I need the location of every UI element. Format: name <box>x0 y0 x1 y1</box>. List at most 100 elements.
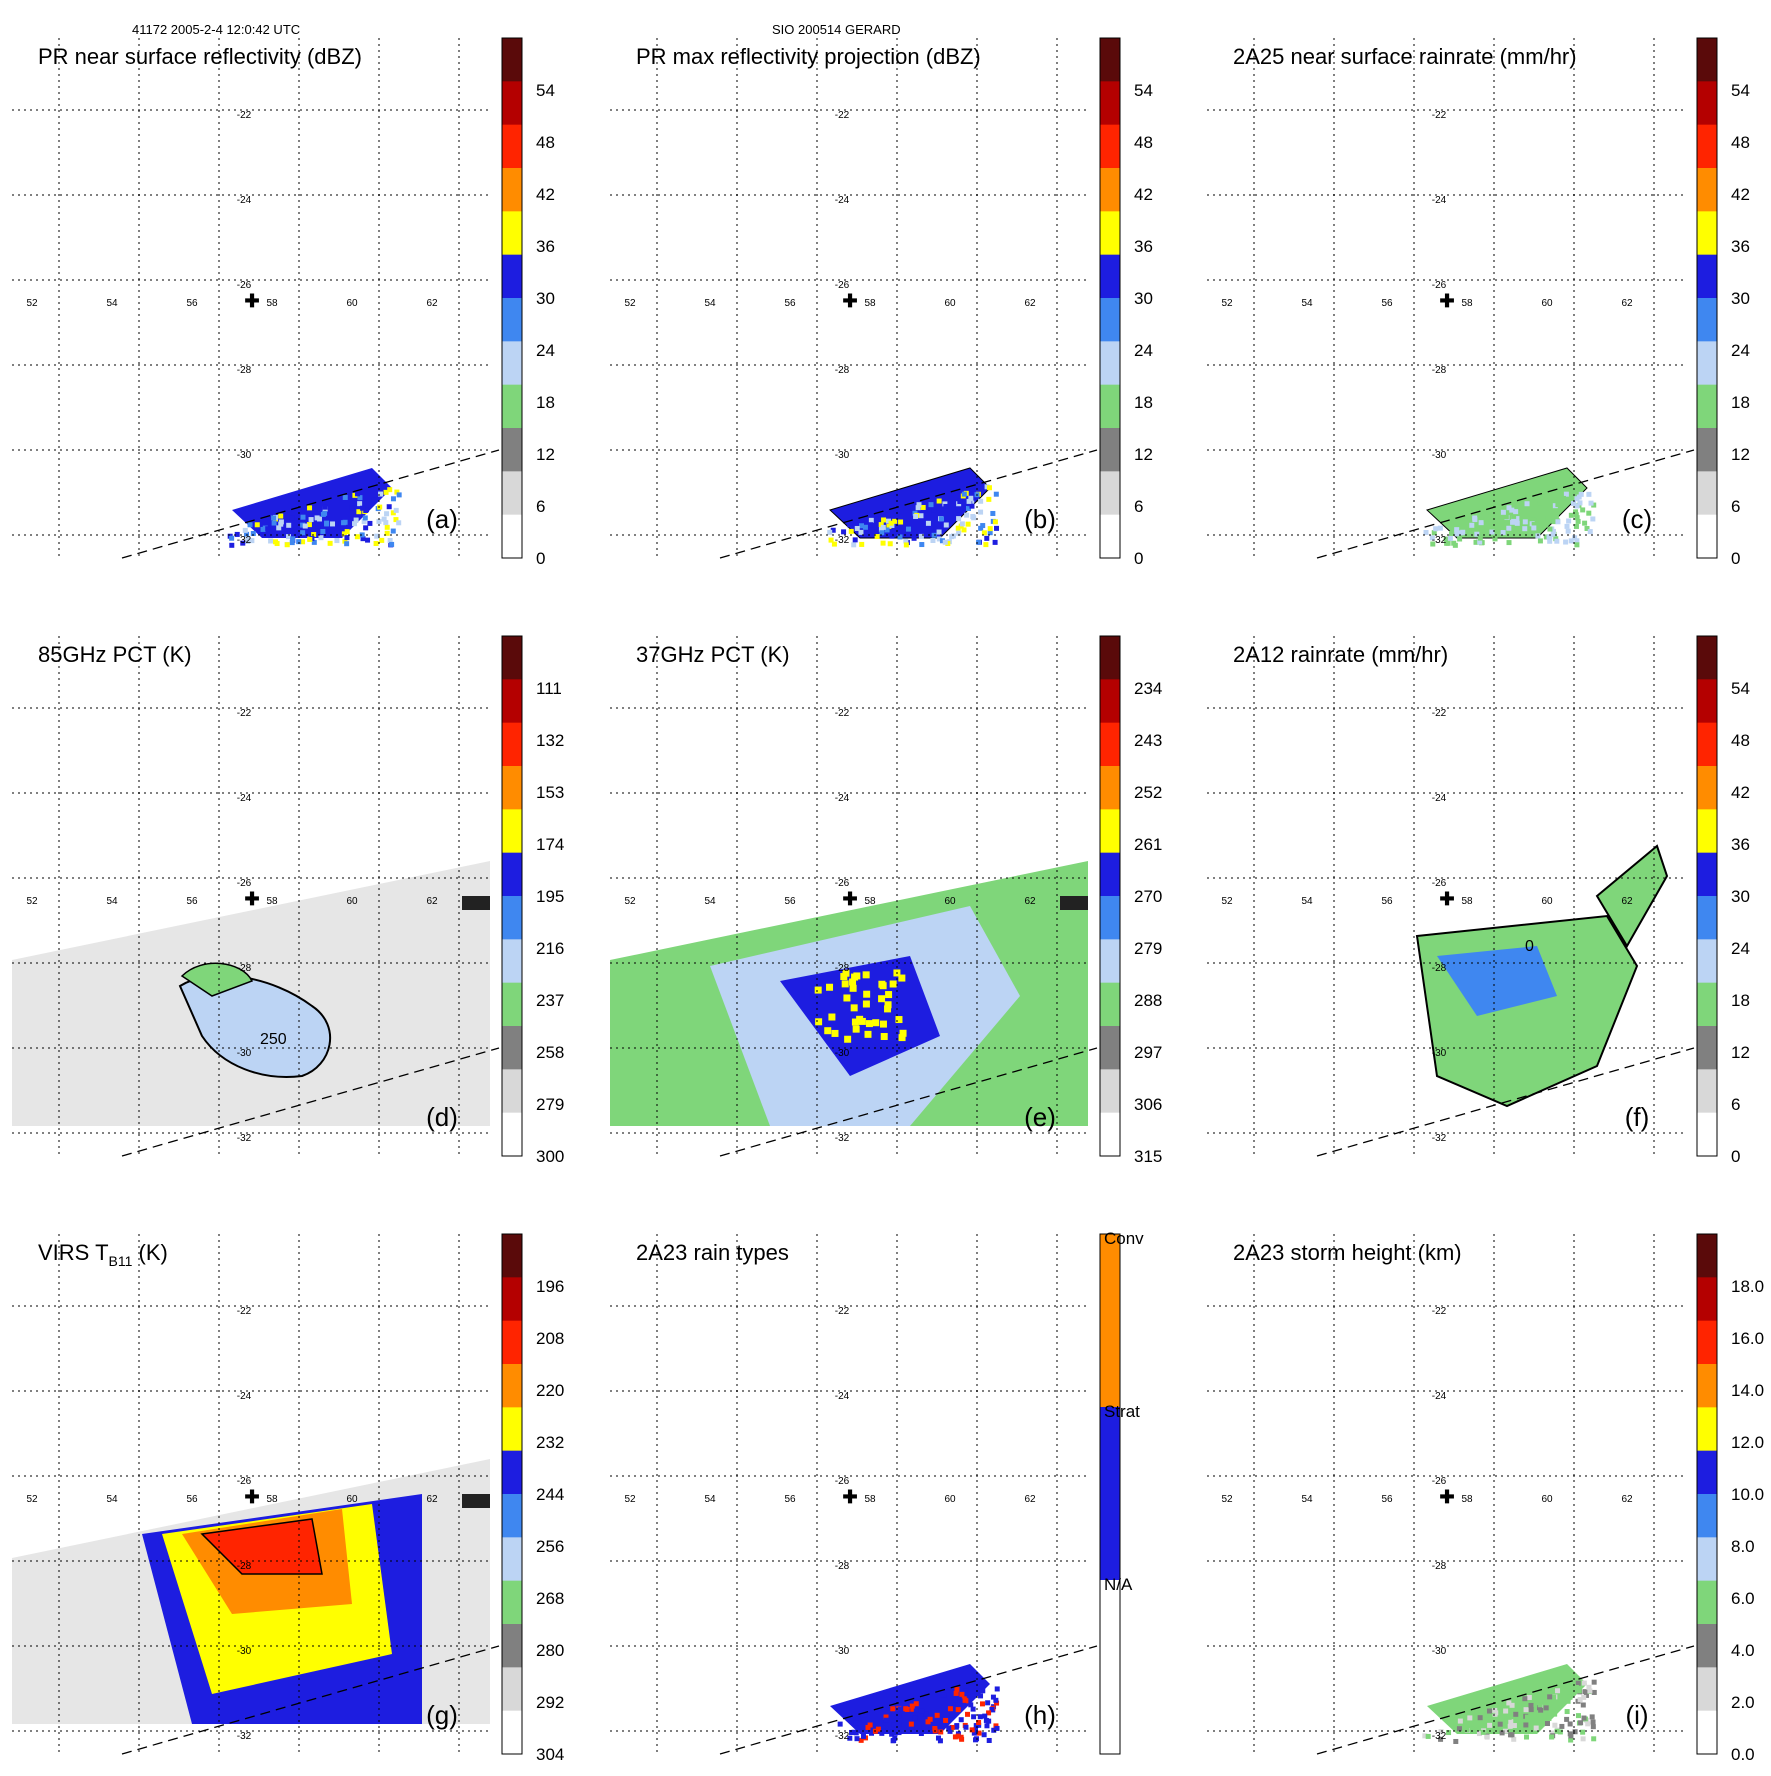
colorbar-seg-b-1 <box>1100 81 1120 126</box>
lon-label-e-0: 52 <box>624 896 636 907</box>
storm-center-icon-b: ✚ <box>842 291 857 311</box>
colorbar-tick-c-7: 12 <box>1731 445 1750 464</box>
colorbar-tick-a-7: 12 <box>536 445 555 464</box>
colorbar-tick-e-6: 288 <box>1134 991 1162 1010</box>
colorbar-tick-a-5: 24 <box>536 341 555 360</box>
colorbar-frame-a <box>501 37 523 559</box>
lon-label-i-5: 62 <box>1621 1494 1633 1505</box>
lat-label-a-0: -22 <box>237 110 252 121</box>
colorbar-tick-f-9: 0 <box>1731 1147 1740 1166</box>
lat-label-d-2: -26 <box>237 878 252 889</box>
colorbar-seg-i-1 <box>1697 1277 1717 1322</box>
lon-label-c-3: 58 <box>1461 298 1473 309</box>
panel-label-d: (d) <box>426 1102 458 1132</box>
colorbar-tick-c-9: 0 <box>1731 549 1740 568</box>
lat-label-c-0: -22 <box>1432 110 1447 121</box>
lat-label-b-5: -32 <box>835 535 850 546</box>
colorbar-seg-c-0 <box>1697 38 1717 82</box>
colorbar-tick-e-4: 270 <box>1134 887 1162 906</box>
colorbar-tick-e-5: 279 <box>1134 939 1162 958</box>
lon-label-e-4: 60 <box>944 896 956 907</box>
colorbar-tick-c-1: 48 <box>1731 133 1750 152</box>
lon-label-b-0: 52 <box>624 298 636 309</box>
lon-label-e-1: 54 <box>704 896 716 907</box>
colorbar-seg-d-3 <box>502 766 522 810</box>
swath-edge-e <box>1060 896 1088 910</box>
panel-title-a: PR near surface reflectivity (dBZ) <box>38 44 362 69</box>
lat-label-a-4: -30 <box>237 450 252 461</box>
colorbar-seg-a-1 <box>502 81 522 126</box>
colorbar-tick-d-8: 279 <box>536 1095 564 1114</box>
colorbar-seg-b-0 <box>1100 38 1120 82</box>
panel-label-f: (f) <box>1625 1102 1650 1132</box>
colorbar-tick-i-6: 6.0 <box>1731 1589 1755 1608</box>
panel-title-h: 2A23 rain types <box>636 1240 789 1265</box>
colorbar-tick-d-2: 153 <box>536 783 564 802</box>
colorbar-tick-c-5: 24 <box>1731 341 1750 360</box>
colorbar-seg-g-0 <box>502 1234 522 1278</box>
lat-label-c-4: -30 <box>1432 450 1447 461</box>
colorbar-seg-c-9 <box>1697 428 1717 472</box>
lat-label-g-5: -32 <box>237 1731 252 1742</box>
lon-label-a-0: 52 <box>26 298 38 309</box>
lon-label-h-5: 62 <box>1024 1494 1036 1505</box>
colorbar-tick-f-1: 48 <box>1731 731 1750 750</box>
lon-label-d-2: 56 <box>186 896 198 907</box>
lon-label-c-2: 56 <box>1381 298 1393 309</box>
swath-boundary-a <box>121 449 500 559</box>
colorbar-tick-c-8: 6 <box>1731 497 1740 516</box>
lon-label-i-2: 56 <box>1381 1494 1393 1505</box>
lat-label-d-3: -28 <box>237 963 252 974</box>
panel-c: 52 54 56 58 60 62-22-24-26-28-30-32✚2A25 near… <box>1207 37 1750 568</box>
lat-label-b-3: -28 <box>835 365 850 376</box>
lat-label-e-3: -28 <box>835 963 850 974</box>
colorbar-seg-g-7 <box>502 1537 522 1582</box>
colorbar-tick-c-0: 54 <box>1731 81 1750 100</box>
colorbar-seg-e-1 <box>1100 679 1120 724</box>
colorbar-seg-c-7 <box>1697 341 1717 386</box>
colorbar-tick-f-3: 36 <box>1731 835 1750 854</box>
lon-label-d-3: 58 <box>266 896 278 907</box>
panel-label-i: (i) <box>1625 1700 1648 1730</box>
colorbar-seg-d-7 <box>502 939 522 984</box>
lat-label-f-1: -24 <box>1432 793 1447 804</box>
colorbar-seg-g-8 <box>502 1580 522 1625</box>
colorbar-tick-d-9: 300 <box>536 1147 564 1166</box>
colorbar-tick-b-0: 54 <box>1134 81 1153 100</box>
lat-label-a-5: -32 <box>237 535 252 546</box>
colorbar-tick-b-7: 12 <box>1134 445 1153 464</box>
lat-label-b-4: -30 <box>835 450 850 461</box>
colorbar-frame-c <box>1696 37 1718 559</box>
colorbar-seg-g-2 <box>502 1320 522 1365</box>
panel-label-e: (e) <box>1024 1102 1056 1132</box>
colorbar-seg-g-10 <box>502 1667 522 1712</box>
swath-boundary-g <box>121 1645 500 1755</box>
colorbar-seg-g-11 <box>502 1710 522 1755</box>
colorbar-seg-c-11 <box>1697 514 1717 559</box>
lat-label-g-0: -22 <box>237 1306 252 1317</box>
colorbar-tick-f-0: 54 <box>1731 679 1750 698</box>
colorbar-seg-f-0 <box>1697 636 1717 680</box>
colorbar-seg-a-0 <box>502 38 522 82</box>
panel-e: 52 54 56 58 60 62 -22 -24 -26 -28 -30 -32 ✚ 37GHz PCT… <box>610 635 1162 1166</box>
colorbar-tick-e-0: 234 <box>1134 679 1162 698</box>
lat-label-g-1: -24 <box>237 1391 252 1402</box>
colorbar-tick-f-2: 42 <box>1731 783 1750 802</box>
swath-boundary-c <box>1316 449 1695 559</box>
colorbar-cat-h-1: Strat <box>1104 1402 1140 1421</box>
lat-label-i-5: -32 <box>1432 1731 1447 1742</box>
colorbar-seg-g-6 <box>502 1494 522 1538</box>
colorbar-frame-e <box>1099 635 1121 1157</box>
panel-title-c: 2A25 near surface rainrate (mm/hr) <box>1233 44 1577 69</box>
colorbar-tick-g-3: 232 <box>536 1433 564 1452</box>
panel-h: 52 54 56 58 60 62 -22 -24 -26 -28 -30 -32 ✚ 2A23 rain… <box>610 1229 1144 1755</box>
colorbar-tick-e-7: 297 <box>1134 1043 1162 1062</box>
colorbar-seg-i-8 <box>1697 1580 1717 1625</box>
colorbar-frame-f <box>1696 635 1718 1157</box>
colorbar-seg-b-6 <box>1100 298 1120 342</box>
lat-label-f-3: -28 <box>1432 963 1447 974</box>
storm-center-icon-i: ✚ <box>1439 1487 1454 1507</box>
lat-label-e-5: -32 <box>835 1133 850 1144</box>
storm-center-icon-h: ✚ <box>842 1487 857 1507</box>
